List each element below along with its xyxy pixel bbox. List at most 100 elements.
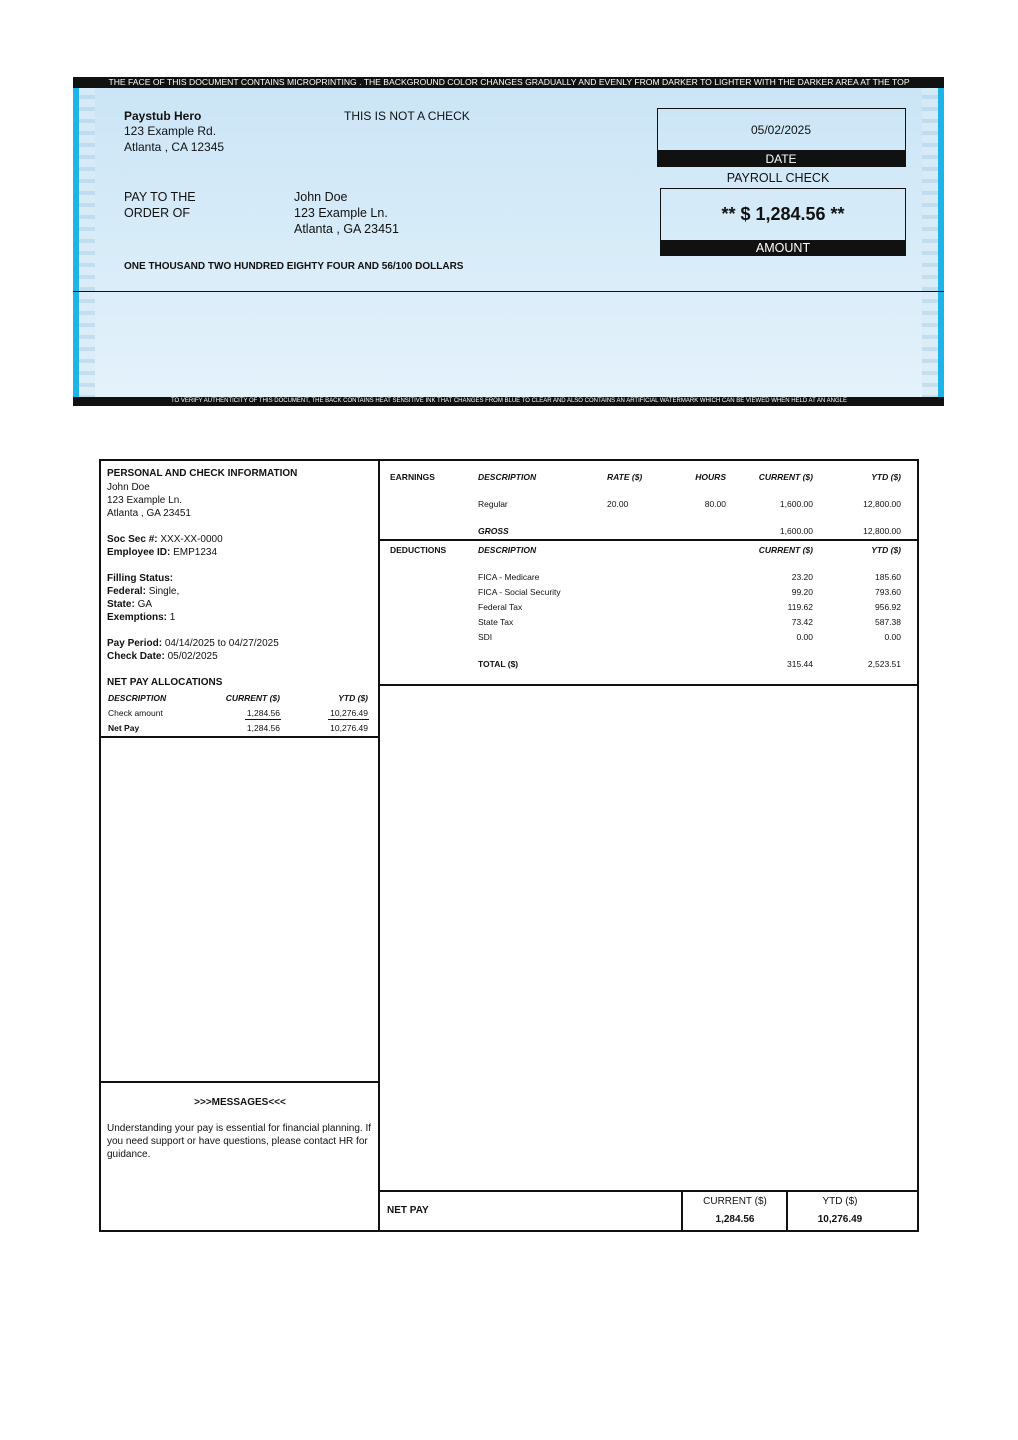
allocation-cell: Net Pay xyxy=(108,722,140,733)
field-label: Federal: xyxy=(107,586,146,597)
field-value: XXX-XX-0000 xyxy=(160,534,223,545)
messages-text: Understanding your pay is essential for … xyxy=(107,1123,372,1160)
column-header: DESCRIPTION xyxy=(478,471,537,482)
info-field: Federal: Single, xyxy=(107,586,179,598)
column-header: YTD ($) xyxy=(822,1196,858,1207)
deduction-cell: 23.20 xyxy=(791,571,813,582)
column-header: CURRENT ($) xyxy=(758,471,813,482)
info-field: Employee ID: EMP1234 xyxy=(107,547,217,559)
check-type: PAYROLL CHECK xyxy=(726,170,830,185)
amount-label-bar xyxy=(660,240,906,256)
column-header: YTD ($) xyxy=(338,692,368,703)
gross-cell: 1,600.00 xyxy=(779,525,813,536)
net-pay-label: NET PAY xyxy=(387,1205,429,1216)
payee: 123 Example Ln. xyxy=(294,205,388,220)
info-field: Check Date: 05/02/2025 xyxy=(107,651,218,663)
deduction-cell: Federal Tax xyxy=(478,601,523,612)
section-heading: NET PAY ALLOCATIONS xyxy=(107,677,223,688)
employee-line: Atlanta , GA 23451 xyxy=(107,508,191,519)
deduction-cell: SDI xyxy=(478,631,493,642)
date-label: DATE xyxy=(765,151,797,166)
earnings-cell: 80.00 xyxy=(704,498,726,509)
column-header: DESCRIPTION xyxy=(108,692,167,703)
bottom-notice: TO VERIFY AUTHENTICITY OF THIS DOCUMENT,… xyxy=(170,398,848,405)
section-heading: PERSONAL AND CHECK INFORMATION xyxy=(107,468,298,479)
messages-rule xyxy=(100,1081,379,1083)
total-cell: 2,523.51 xyxy=(867,658,901,669)
earnings-rule xyxy=(379,539,918,541)
check-amount: ** $ 1,284.56 ** xyxy=(721,204,845,225)
section-label: EARNINGS xyxy=(390,471,435,482)
check-date: 05/02/2025 xyxy=(750,122,812,137)
field-value: Single, xyxy=(148,586,180,597)
column-header: HOURS xyxy=(695,471,726,482)
employee-line: John Doe xyxy=(107,482,150,493)
field-value: 1 xyxy=(169,612,176,623)
gross-cell: 12,800.00 xyxy=(863,525,901,536)
info-field: Filling Status: xyxy=(107,573,173,585)
total-cell: TOTAL ($) xyxy=(478,658,519,669)
company-name: Paystub Hero xyxy=(124,108,202,123)
amount-label: AMOUNT xyxy=(755,240,811,255)
column-header: DESCRIPTION xyxy=(478,544,537,555)
field-value: 04/14/2025 to 04/27/2025 xyxy=(164,638,279,649)
info-field: Soc Sec #: XXX-XX-0000 xyxy=(107,534,223,546)
info-field: Exemptions: 1 xyxy=(107,612,175,624)
deduction-cell: 0.00 xyxy=(884,631,901,642)
earnings-cell: 1,600.00 xyxy=(779,498,813,509)
stub-divider xyxy=(378,460,380,1231)
net-pay-col-rule xyxy=(681,1191,683,1231)
column-header: YTD ($) xyxy=(871,471,901,482)
info-field: State: GA xyxy=(107,599,152,611)
deduction-cell: 793.60 xyxy=(875,586,901,597)
check-pattern-left xyxy=(79,87,95,398)
column-header: CURRENT ($) xyxy=(225,692,280,703)
field-label: Check Date: xyxy=(107,651,165,662)
field-value: GA xyxy=(137,599,153,610)
gross-cell: GROSS xyxy=(478,525,509,536)
allocation-cell: 10,276.49 xyxy=(330,722,368,733)
field-label: Pay Period: xyxy=(107,638,163,649)
field-label: Exemptions: xyxy=(107,612,168,623)
payee: John Doe xyxy=(294,189,348,204)
sum-rule xyxy=(245,719,281,720)
field-value: EMP1234 xyxy=(173,547,218,558)
deduction-cell: FICA - Medicare xyxy=(478,571,540,582)
deduction-cell: 185.60 xyxy=(875,571,901,582)
deduction-cell: State Tax xyxy=(478,616,514,627)
earnings-cell: 12,800.00 xyxy=(863,498,901,509)
check-pattern-right xyxy=(922,87,938,398)
earnings-cell: Regular xyxy=(478,498,508,509)
field-label: Filling Status: xyxy=(107,573,174,584)
sum-rule xyxy=(328,719,369,720)
top-notice: THE FACE OF THIS DOCUMENT CONTAINS MICRO… xyxy=(108,76,910,87)
deduction-cell: 0.00 xyxy=(796,631,813,642)
net-pay-value: 1,284.56 xyxy=(715,1214,755,1225)
net-pay-value: 10,276.49 xyxy=(817,1214,863,1225)
field-label: Employee ID: xyxy=(107,547,171,558)
company-address: 123 Example Rd. xyxy=(124,123,217,138)
stub-frame xyxy=(99,459,919,1232)
deduction-cell: 587.38 xyxy=(875,616,901,627)
deduction-cell: 956.92 xyxy=(875,601,901,612)
pay-to-label: PAY TO THE xyxy=(124,189,196,204)
amount-in-words: ONE THOUSAND TWO HUNDRED EIGHTY FOUR AND… xyxy=(124,261,464,272)
net-pay-rule xyxy=(379,1190,918,1192)
bottom-banner xyxy=(73,397,944,406)
total-cell: 315.44 xyxy=(787,658,813,669)
deduction-cell: 73.42 xyxy=(791,616,813,627)
info-field: Pay Period: 04/14/2025 to 04/27/2025 xyxy=(107,638,279,650)
column-header: CURRENT ($) xyxy=(703,1196,767,1207)
not-a-check: THIS IS NOT A CHECK xyxy=(344,108,470,123)
allocation-cell: 10,276.49 xyxy=(330,707,368,718)
allocation-cell: 1,284.56 xyxy=(246,707,280,718)
payee: Atlanta , GA 23451 xyxy=(294,221,399,236)
allocations-rule xyxy=(100,736,379,738)
section-label: DEDUCTIONS xyxy=(390,544,447,555)
field-label: Soc Sec #: xyxy=(107,534,158,545)
allocation-cell: Check amount xyxy=(108,707,163,718)
field-label: State: xyxy=(107,599,135,610)
check-divider xyxy=(73,291,944,292)
deduction-cell: 119.62 xyxy=(787,601,813,612)
